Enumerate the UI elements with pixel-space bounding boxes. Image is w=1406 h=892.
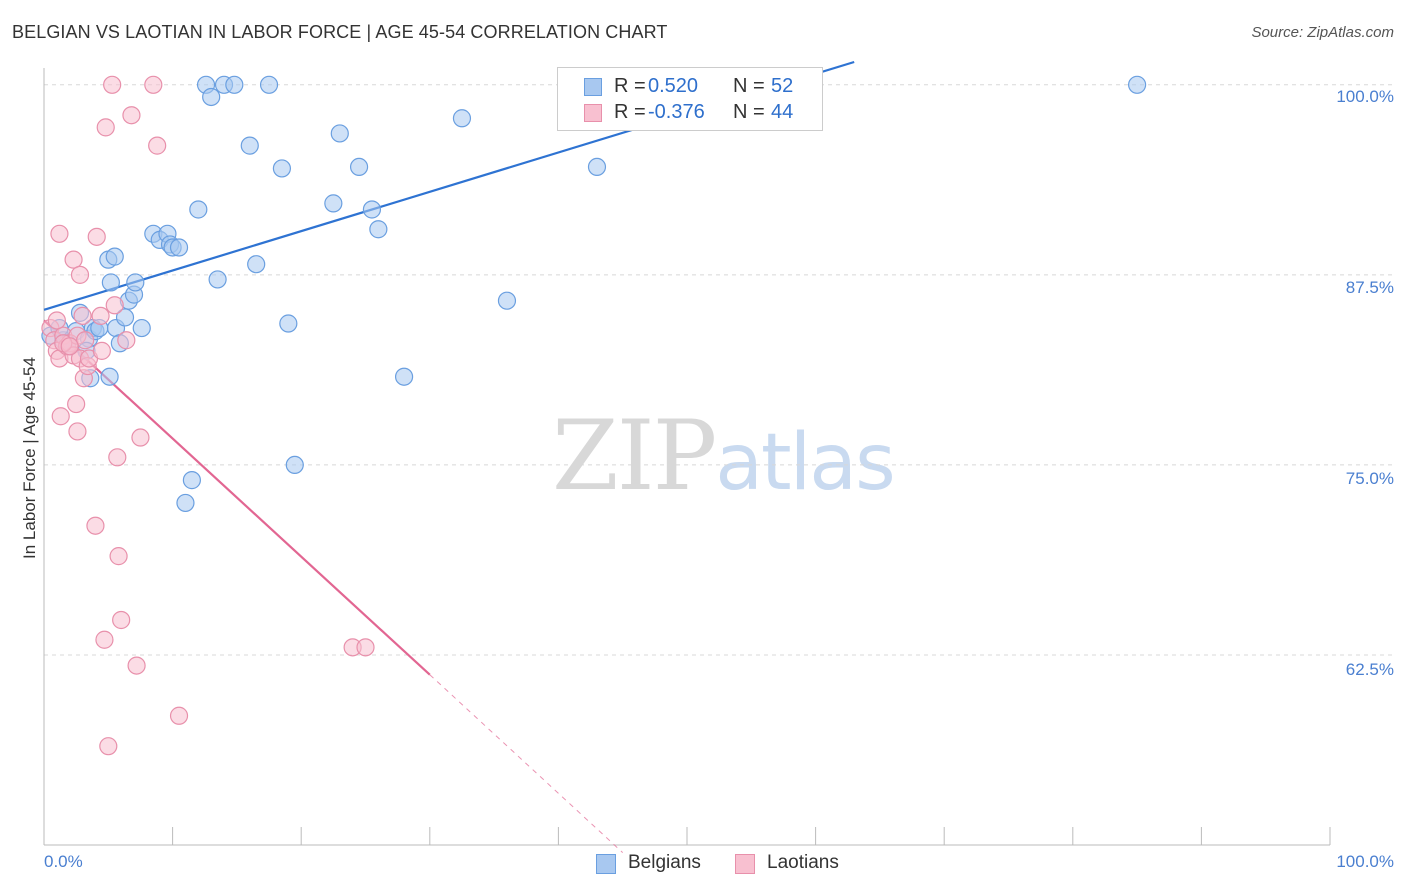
laotian-point — [131, 428, 150, 447]
laotian-point — [169, 706, 189, 725]
laotian-point — [99, 737, 118, 756]
x-tick-label: 0.0% — [44, 852, 83, 871]
trend-lines — [43, 60, 855, 853]
belgian-point — [394, 367, 414, 386]
belgians-swatch — [596, 854, 616, 874]
belgian-point — [208, 270, 227, 289]
laotian-point — [144, 75, 163, 94]
n-label: N = — [733, 101, 765, 123]
laotian-point — [47, 311, 66, 330]
axes — [43, 68, 1331, 846]
watermark-zip: ZIP — [552, 400, 717, 512]
laotian-point — [108, 448, 127, 467]
laotian-trend-line-extension — [429, 674, 624, 853]
belgian-point — [126, 273, 145, 292]
belgian-point — [105, 247, 124, 266]
belgian-point — [247, 255, 266, 274]
belgian-point — [330, 124, 349, 143]
belgian-point — [324, 194, 343, 213]
laotian-point — [50, 224, 69, 243]
laotian-point — [112, 610, 131, 630]
belgian-point — [189, 200, 208, 219]
belgian-point — [100, 367, 119, 386]
r-value: -0.376 — [648, 101, 705, 123]
belgian-point — [349, 157, 369, 177]
belgian-point — [497, 291, 517, 310]
laotian-point — [68, 422, 87, 441]
y-tick-label: 62.5% — [1345, 660, 1394, 679]
chart-title: BELGIAN VS LAOTIAN IN LABOR FORCE | AGE … — [12, 22, 668, 42]
r-label: R = — [614, 101, 646, 123]
y-tick-label: 87.5% — [1345, 278, 1394, 297]
source-label: Source: ZipAtlas.com — [1251, 24, 1394, 41]
legend-row-belgians: R = 0.520 N = 52 — [558, 74, 822, 100]
belgian-point — [182, 471, 201, 490]
n-value: 44 — [771, 101, 794, 123]
belgian-point — [202, 87, 221, 107]
laotian-point — [92, 341, 111, 360]
laotians-swatch — [584, 104, 602, 122]
laotian-point — [87, 227, 106, 246]
n-label: N = — [733, 75, 765, 97]
laotian-point — [109, 547, 128, 566]
belgian-point — [225, 75, 244, 94]
data-points — [41, 75, 1147, 756]
laotian-point — [60, 337, 79, 356]
belgian-point — [452, 109, 472, 128]
belgian-point — [369, 220, 388, 239]
laotian-point — [86, 516, 105, 535]
x-tick-label: 100.0% — [1336, 852, 1394, 871]
legend-label: Belgians — [628, 852, 701, 873]
y-tick-label: 75.0% — [1345, 469, 1394, 488]
laotian-point — [356, 638, 375, 657]
grid-lines — [44, 84, 1395, 656]
laotian-point — [103, 75, 122, 94]
laotian-point — [95, 630, 114, 649]
watermark-atlas: atlas — [715, 418, 895, 508]
belgian-point — [587, 157, 607, 177]
belgian-point — [176, 493, 195, 513]
belgian-point — [132, 318, 151, 338]
belgian-point — [169, 238, 189, 257]
belgian-point — [279, 314, 298, 333]
laotian-point — [127, 656, 146, 675]
belgian-point — [240, 136, 259, 155]
y-axis-label: In Labor Force | Age 45-54 — [20, 357, 39, 559]
belgian-point — [1127, 75, 1147, 94]
y-tick-label: 100.0% — [1336, 87, 1394, 106]
laotian-point — [70, 265, 90, 284]
r-label: R = — [614, 75, 646, 97]
belgian-point — [285, 455, 304, 475]
laotian-point — [122, 106, 141, 125]
n-value: 52 — [771, 75, 794, 97]
laotian-point — [51, 407, 70, 426]
watermark: ZIPatlas — [552, 400, 896, 512]
laotian-point — [67, 394, 86, 414]
laotian-point — [76, 331, 95, 350]
laotian-point — [105, 296, 124, 315]
belgian-point — [362, 200, 382, 219]
legend-label: Laotians — [767, 852, 839, 873]
belgian-point — [101, 273, 120, 292]
laotian-point — [64, 250, 83, 269]
belgians-swatch — [584, 78, 602, 96]
laotian-point — [117, 331, 136, 350]
laotian-point — [96, 118, 115, 137]
laotian-point — [148, 136, 167, 155]
belgian-point — [272, 159, 292, 178]
laotian-point — [91, 306, 110, 326]
laotians-swatch — [735, 854, 755, 874]
legend-row-laotians: R = -0.376 N = 44 — [558, 100, 822, 126]
stats-legend: R = 0.520 N = 52 R = -0.376 N = 44 — [557, 67, 823, 131]
r-value: 0.520 — [648, 75, 699, 97]
belgian-point — [259, 75, 279, 94]
laotian-point — [73, 306, 92, 326]
